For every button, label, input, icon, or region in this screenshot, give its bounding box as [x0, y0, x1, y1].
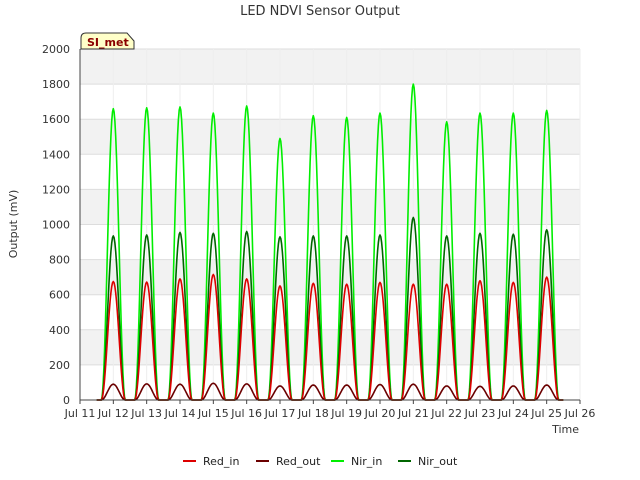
- legend-label: Red_in: [203, 455, 239, 468]
- x-tick-label: Jul 21: [397, 407, 429, 420]
- x-tick-labels: Jul 11 Jul 12 Jul 13 Jul 14 Jul 15 Jul 16 Jul …: [64, 400, 596, 420]
- y-tick-label: 600: [49, 289, 70, 302]
- x-tick-label: Jul 23: [464, 407, 496, 420]
- y-tick-label: 800: [49, 254, 70, 267]
- x-tick-label: Jul 17: [264, 407, 296, 420]
- y-tick-label: 1400: [42, 148, 70, 161]
- x-axis-label: Time: [551, 423, 579, 436]
- series-lines: [79, 49, 580, 401]
- x-tick-label: Jul 24: [497, 407, 529, 420]
- y-tick-label: 1200: [42, 183, 70, 196]
- y-tick-label: 1000: [42, 219, 70, 232]
- x-tick-label: Jul 20: [364, 407, 396, 420]
- legend: Red_in Red_out Nir_in Nir_out: [183, 455, 458, 468]
- y-tick-label: 0: [63, 394, 70, 407]
- legend-label: Red_out: [276, 455, 321, 468]
- y-tick-labels: 0 200 400 600 800 1000 1200 1400 1600 1800 2000: [42, 43, 70, 407]
- chart-title: LED NDVI Sensor Output: [240, 4, 400, 19]
- x-tick-label: Jul 16: [230, 407, 262, 420]
- grid-band: [80, 119, 580, 155]
- x-tick-label: Jul 26: [564, 407, 596, 420]
- y-tick-label: 200: [49, 359, 70, 372]
- grid-band: [80, 189, 580, 225]
- x-tick-label: Jul 12: [97, 407, 129, 420]
- x-tick-label: Jul 22: [430, 407, 462, 420]
- x-tick-label: Jul 25: [530, 407, 562, 420]
- y-tick-label: 1600: [42, 113, 70, 126]
- gridlines: [79, 48, 581, 401]
- y-tick-label: 2000: [42, 43, 70, 56]
- x-tick-label: Jul 13: [130, 407, 162, 420]
- y-axis-label: Output (mV): [7, 190, 20, 259]
- x-tick-label: Jul 11: [64, 407, 96, 420]
- x-tick-label: Jul 15: [197, 407, 229, 420]
- site-badge-label: SI_met: [87, 36, 129, 49]
- grid-band: [80, 259, 580, 295]
- x-tick-label: Jul 19: [330, 407, 362, 420]
- x-tick-label: Jul 14: [164, 407, 196, 420]
- grid-band: [80, 49, 580, 85]
- y-tick-label: 400: [49, 324, 70, 337]
- legend-label: Nir_out: [418, 455, 458, 468]
- y-tick-label: 1800: [42, 78, 70, 91]
- grid-band: [80, 329, 580, 365]
- site-badge: SI_met: [80, 32, 135, 50]
- legend-label: Nir_in: [351, 455, 382, 468]
- x-tick-label: Jul 18: [297, 407, 329, 420]
